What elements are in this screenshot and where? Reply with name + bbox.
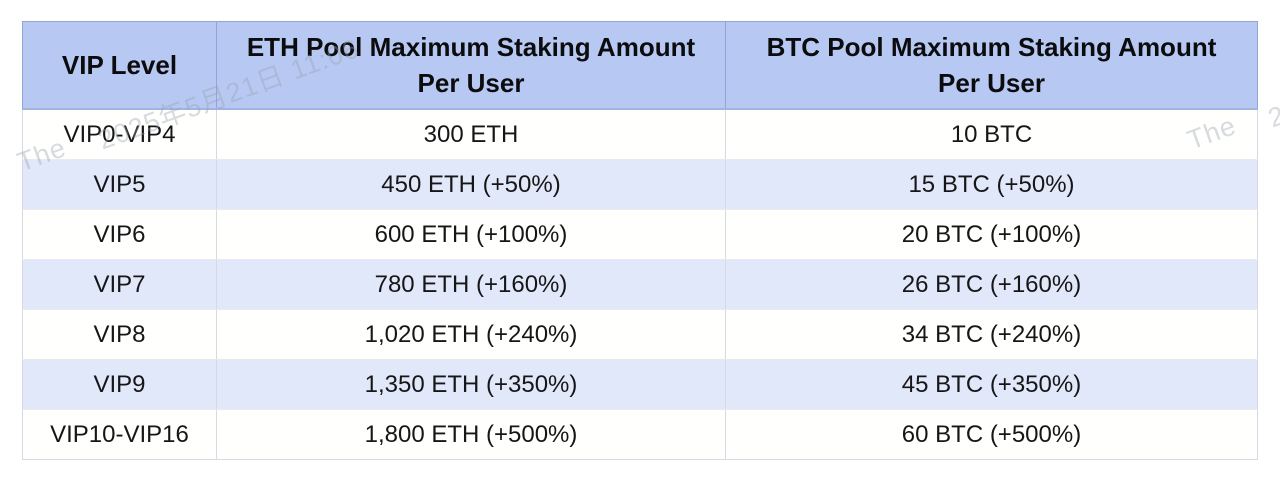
cell-btc-limit: 10 BTC <box>725 109 1258 160</box>
header-eth-line2: Per User <box>417 68 525 98</box>
table-row: VIP0-VIP4 300 ETH 10 BTC <box>22 109 1258 160</box>
table-row: VIP9 1,350 ETH (+350%) 45 BTC (+350%) <box>22 359 1258 410</box>
cell-vip-level: VIP10-VIP16 <box>22 409 217 460</box>
cell-btc-limit: 26 BTC (+160%) <box>725 259 1258 310</box>
cell-eth-limit: 450 ETH (+50%) <box>216 159 726 210</box>
table-row: VIP6 600 ETH (+100%) 20 BTC (+100%) <box>22 209 1258 260</box>
cell-vip-level: VIP0-VIP4 <box>22 109 217 160</box>
table-row: VIP5 450 ETH (+50%) 15 BTC (+50%) <box>22 159 1258 210</box>
table-row: VIP7 780 ETH (+160%) 26 BTC (+160%) <box>22 259 1258 310</box>
cell-eth-limit: 300 ETH <box>216 109 726 160</box>
table-row: VIP10-VIP16 1,800 ETH (+500%) 60 BTC (+5… <box>22 409 1258 460</box>
cell-vip-level: VIP7 <box>22 259 217 310</box>
cell-btc-limit: 20 BTC (+100%) <box>725 209 1258 260</box>
cell-eth-limit: 1,800 ETH (+500%) <box>216 409 726 460</box>
header-btc-pool-max: BTC Pool Maximum Staking Amount Per User <box>725 21 1258 110</box>
cell-btc-limit: 60 BTC (+500%) <box>725 409 1258 460</box>
cell-btc-limit: 34 BTC (+240%) <box>725 309 1258 360</box>
cell-vip-level: VIP6 <box>22 209 217 260</box>
header-btc-line1: BTC Pool Maximum Staking Amount <box>766 32 1217 62</box>
header-eth-line1: ETH Pool Maximum Staking Amount <box>246 32 696 62</box>
watermark-datetime: 2025年5月21日 11:06 <box>1264 11 1280 134</box>
header-row: VIP Level ETH Pool Maximum Staking Amoun… <box>22 21 1258 110</box>
header-vip-level-label: VIP Level <box>61 50 178 80</box>
cell-eth-limit: 1,350 ETH (+350%) <box>216 359 726 410</box>
cell-eth-limit: 1,020 ETH (+240%) <box>216 309 726 360</box>
cell-eth-limit: 780 ETH (+160%) <box>216 259 726 310</box>
cell-vip-level: VIP9 <box>22 359 217 410</box>
header-vip-level: VIP Level <box>22 21 217 110</box>
cell-eth-limit: 600 ETH (+100%) <box>216 209 726 260</box>
header-eth-pool-max: ETH Pool Maximum Staking Amount Per User <box>216 21 726 110</box>
cell-btc-limit: 15 BTC (+50%) <box>725 159 1258 210</box>
cell-vip-level: VIP8 <box>22 309 217 360</box>
vip-staking-limits-table: VIP Level ETH Pool Maximum Staking Amoun… <box>22 21 1258 460</box>
cell-vip-level: VIP5 <box>22 159 217 210</box>
header-btc-line2: Per User <box>938 68 1045 98</box>
table-row: VIP8 1,020 ETH (+240%) 34 BTC (+240%) <box>22 309 1258 360</box>
cell-btc-limit: 45 BTC (+350%) <box>725 359 1258 410</box>
